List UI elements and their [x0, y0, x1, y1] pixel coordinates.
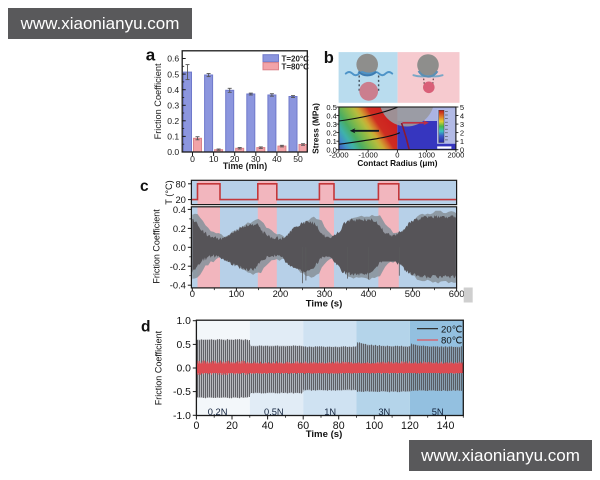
svg-text:Time (s): Time (s): [306, 429, 343, 440]
svg-text:400: 400: [361, 288, 377, 299]
svg-text:0.0: 0.0: [176, 364, 191, 375]
svg-text:0.2: 0.2: [326, 128, 337, 137]
svg-text:100: 100: [365, 420, 383, 432]
svg-text:0.2N: 0.2N: [208, 407, 228, 417]
svg-text:5: 5: [460, 103, 464, 112]
svg-text:0: 0: [460, 146, 464, 155]
svg-text:Time (s): Time (s): [306, 299, 343, 310]
svg-text:0.0: 0.0: [173, 242, 186, 253]
svg-text:2000: 2000: [447, 151, 464, 160]
svg-text:30: 30: [251, 154, 261, 164]
svg-text:0.5: 0.5: [326, 103, 337, 112]
svg-text:4: 4: [460, 112, 464, 121]
svg-text:40: 40: [272, 154, 282, 164]
svg-text:500: 500: [405, 288, 421, 299]
svg-text:0.5: 0.5: [176, 340, 191, 351]
svg-text:20: 20: [226, 420, 238, 432]
svg-text:Friction Coefficient: Friction Coefficient: [154, 330, 164, 405]
svg-text:0: 0: [190, 288, 195, 299]
svg-text:Time (min): Time (min): [223, 161, 267, 171]
svg-text:20: 20: [230, 154, 240, 164]
svg-text:0: 0: [395, 151, 399, 160]
svg-text:600: 600: [449, 288, 465, 299]
svg-text:-0.2: -0.2: [170, 261, 186, 272]
svg-text:0.1: 0.1: [167, 132, 179, 142]
svg-text:3: 3: [460, 120, 464, 129]
svg-text:0.5N: 0.5N: [264, 407, 284, 417]
svg-text:0.4: 0.4: [326, 111, 337, 120]
svg-text:0.4: 0.4: [167, 85, 179, 95]
svg-text:3N: 3N: [378, 407, 390, 417]
svg-text:c: c: [140, 178, 149, 195]
svg-text:80℃: 80℃: [441, 336, 463, 347]
svg-text:d: d: [141, 319, 150, 336]
svg-text:0.3: 0.3: [167, 101, 179, 111]
svg-text:-1.0: -1.0: [173, 411, 191, 422]
svg-text:300: 300: [317, 288, 333, 299]
svg-text:20℃: 20℃: [441, 325, 463, 336]
svg-text:0.4: 0.4: [173, 204, 186, 215]
svg-text:80: 80: [175, 178, 185, 189]
svg-text:60: 60: [297, 420, 309, 432]
svg-text:200: 200: [273, 288, 289, 299]
svg-text:0: 0: [193, 420, 199, 432]
svg-text:0.5: 0.5: [167, 69, 179, 79]
svg-text:1.0: 1.0: [176, 316, 191, 327]
svg-text:T (°C): T (°C): [164, 180, 174, 204]
svg-text:-0.4: -0.4: [170, 280, 186, 291]
svg-text:T=20°C: T=20°C: [282, 54, 310, 63]
svg-text:b: b: [324, 49, 334, 67]
svg-text:140: 140: [437, 420, 455, 432]
svg-text:Contact Radius (μm): Contact Radius (μm): [357, 159, 437, 168]
svg-text:0.3: 0.3: [326, 120, 337, 129]
svg-text:0.0: 0.0: [326, 146, 337, 155]
svg-text:Friction Coefficient: Friction Coefficient: [153, 63, 163, 139]
svg-text:0.2: 0.2: [173, 223, 186, 234]
svg-text:-0.5: -0.5: [173, 387, 191, 398]
svg-text:50: 50: [293, 154, 303, 164]
svg-text:a: a: [146, 46, 156, 65]
svg-text:0.6: 0.6: [167, 54, 179, 64]
svg-text:5N: 5N: [432, 407, 444, 417]
svg-text:0.0: 0.0: [167, 147, 179, 157]
svg-text:1: 1: [460, 137, 464, 146]
svg-text:-2000: -2000: [329, 151, 348, 160]
svg-text:Stress (MPa): Stress (MPa): [311, 103, 321, 154]
svg-text:T=80°C: T=80°C: [282, 62, 310, 71]
svg-text:40: 40: [262, 420, 274, 432]
svg-text:2: 2: [460, 129, 464, 138]
svg-text:0.2: 0.2: [167, 116, 179, 126]
svg-text:80: 80: [333, 420, 345, 432]
svg-text:Friction Coefficient: Friction Coefficient: [152, 209, 162, 284]
svg-text:100: 100: [229, 288, 245, 299]
svg-text:0.1: 0.1: [326, 137, 337, 146]
svg-text:120: 120: [401, 420, 419, 432]
svg-text:1000: 1000: [418, 151, 435, 160]
svg-text:1N: 1N: [324, 407, 336, 417]
svg-text:-1000: -1000: [358, 151, 377, 160]
svg-text:10: 10: [209, 154, 219, 164]
svg-text:0: 0: [190, 154, 195, 164]
svg-text:20: 20: [175, 194, 185, 205]
